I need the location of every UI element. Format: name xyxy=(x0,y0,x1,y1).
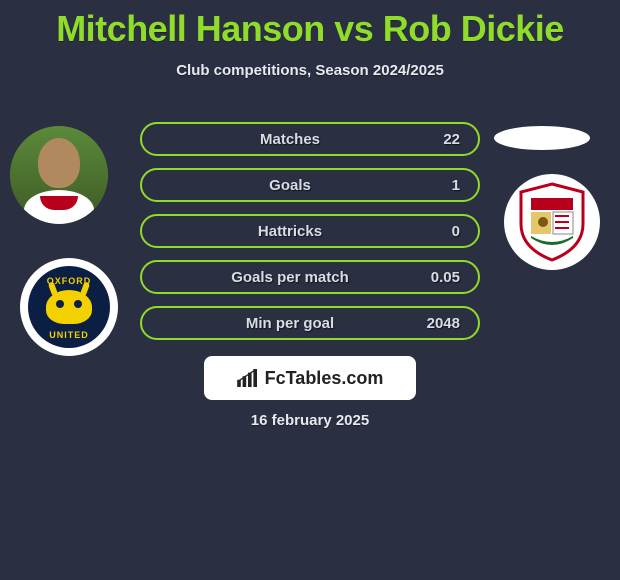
stat-label: Hattricks xyxy=(160,223,420,240)
stat-value: 22 xyxy=(420,131,460,148)
stat-row-hattricks: Hattricks 0 xyxy=(140,214,480,248)
stat-row-goals-per-match: Goals per match 0.05 xyxy=(140,260,480,294)
stat-row-min-per-goal: Min per goal 2048 xyxy=(140,306,480,340)
shield-icon xyxy=(517,182,587,262)
stats-container: Matches 22 Goals 1 Hattricks 0 Goals per… xyxy=(140,122,480,352)
bars-icon xyxy=(237,369,259,387)
brand-label: FcTables.com xyxy=(265,368,384,389)
stat-label: Goals per match xyxy=(160,269,420,286)
brand-badge: FcTables.com xyxy=(204,356,416,400)
stat-value: 0 xyxy=(420,223,460,240)
crest-inner: OXFORD UNITED xyxy=(28,266,110,348)
player-left-avatar xyxy=(10,126,108,224)
stat-value: 1 xyxy=(420,177,460,194)
club-left-crest: OXFORD UNITED xyxy=(20,258,118,356)
ox-eyes xyxy=(56,300,82,308)
player-right-avatar xyxy=(494,126,590,150)
crest-text-top: OXFORD xyxy=(28,276,110,286)
stat-label: Matches xyxy=(160,131,420,148)
footer-date: 16 february 2025 xyxy=(0,412,620,429)
stat-row-matches: Matches 22 xyxy=(140,122,480,156)
crest-text-bottom: UNITED xyxy=(28,330,110,340)
subtitle: Club competitions, Season 2024/2025 xyxy=(0,62,620,79)
page-title: Mitchell Hanson vs Rob Dickie xyxy=(0,0,620,50)
stat-value: 0.05 xyxy=(420,269,460,286)
avatar-head xyxy=(38,138,80,188)
stat-row-goals: Goals 1 xyxy=(140,168,480,202)
club-right-crest xyxy=(504,174,600,270)
stat-label: Goals xyxy=(160,177,420,194)
stat-value: 2048 xyxy=(420,315,460,332)
stat-label: Min per goal xyxy=(160,315,420,332)
